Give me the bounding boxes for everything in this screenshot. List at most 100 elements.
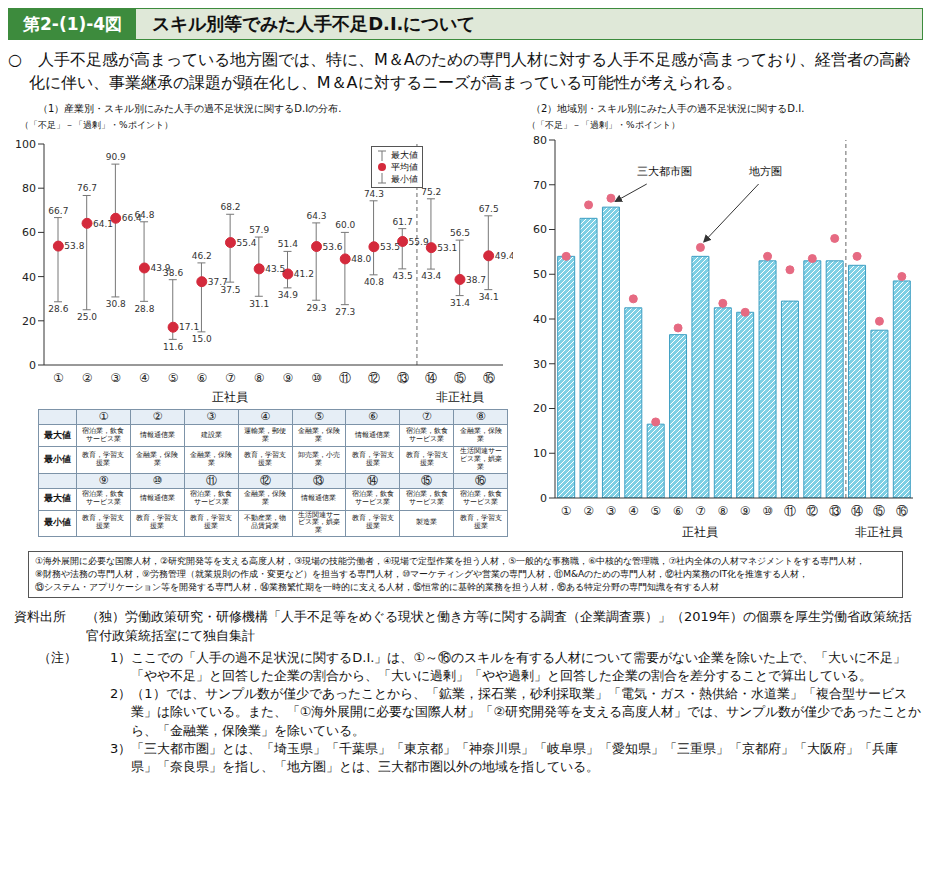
svg-text:⑨: ⑨ (282, 371, 293, 385)
svg-text:53.5: 53.5 (380, 242, 400, 252)
svg-text:⑮: ⑮ (454, 371, 466, 385)
svg-text:⑤: ⑤ (650, 504, 661, 518)
svg-text:41.2: 41.2 (294, 270, 314, 280)
svg-text:①: ① (53, 371, 64, 385)
svg-text:④: ④ (628, 504, 639, 518)
svg-text:43.9: 43.9 (150, 264, 170, 274)
svg-text:28.6: 28.6 (48, 305, 68, 315)
svg-text:⑭: ⑭ (851, 504, 863, 518)
svg-text:⑦: ⑦ (225, 371, 236, 385)
svg-text:64.1: 64.1 (93, 219, 113, 229)
svg-text:48.0: 48.0 (351, 254, 371, 264)
svg-text:40.8: 40.8 (364, 278, 384, 288)
svg-text:⑩: ⑩ (311, 371, 322, 385)
svg-text:①: ① (561, 504, 572, 518)
svg-text:64.3: 64.3 (307, 211, 327, 221)
svg-text:51.4: 51.4 (278, 240, 298, 250)
svg-text:74.3: 74.3 (364, 189, 384, 199)
svg-text:56.5: 56.5 (450, 229, 470, 239)
svg-text:38.7: 38.7 (466, 275, 486, 285)
svg-text:75.2: 75.2 (421, 187, 441, 197)
svg-text:②: ② (82, 371, 93, 385)
svg-text:15.0: 15.0 (192, 335, 212, 345)
svg-text:30.8: 30.8 (106, 300, 126, 310)
svg-text:50: 50 (533, 269, 547, 282)
svg-text:40: 40 (22, 271, 36, 284)
svg-text:⑥: ⑥ (196, 371, 207, 385)
svg-text:53.1: 53.1 (437, 243, 457, 253)
html-text:1）ここでの「人手の過不足状況に関するD.I.」は、①～⑯の: 1）ここでの「人手の過不足状況に関するD.I.」は、①～⑯のスキルを有する人材に… (110, 649, 906, 683)
svg-text:10: 10 (533, 448, 547, 461)
svg-text:66.7: 66.7 (48, 206, 68, 216)
svg-text:⑩: ⑩ (762, 504, 773, 518)
svg-text:53.8: 53.8 (64, 242, 84, 252)
svg-text:46.2: 46.2 (192, 251, 212, 261)
svg-text:11.6: 11.6 (163, 342, 183, 352)
svg-text:27.3: 27.3 (335, 307, 355, 317)
svg-text:60: 60 (533, 224, 547, 237)
svg-text:34.1: 34.1 (479, 292, 499, 302)
svg-text:49.4: 49.4 (495, 251, 513, 261)
svg-text:55.9: 55.9 (409, 237, 429, 247)
svg-text:0: 0 (540, 492, 547, 505)
svg-text:28.8: 28.8 (134, 304, 154, 314)
svg-text:55.4: 55.4 (236, 238, 256, 248)
svg-text:34.9: 34.9 (278, 291, 298, 301)
svg-text:100: 100 (15, 138, 36, 151)
svg-text:⑨: ⑨ (740, 504, 751, 518)
svg-text:④: ④ (139, 371, 150, 385)
svg-text:43.5: 43.5 (393, 272, 413, 282)
svg-text:76.7: 76.7 (77, 184, 97, 194)
svg-text:20: 20 (533, 403, 547, 416)
svg-text:70: 70 (533, 179, 547, 192)
html-text:2）（1）では、サンプル数が僅少であったことから、「鉱業，採: 2）（1）では、サンプル数が僅少であったことから、「鉱業，採石業，砂利採取業」「… (110, 686, 922, 738)
html-text:生活関連サービス業，娯楽業: 生活関連サービス業，娯楽業 (459, 447, 502, 471)
svg-text:⑬: ⑬ (829, 504, 841, 518)
svg-text:90.9: 90.9 (106, 152, 126, 162)
svg-text:⑯: ⑯ (483, 371, 495, 385)
svg-text:⑫: ⑫ (806, 504, 818, 518)
svg-text:25.0: 25.0 (77, 313, 97, 323)
svg-text:60: 60 (22, 227, 36, 240)
svg-text:31.1: 31.1 (249, 299, 269, 309)
svg-text:61.7: 61.7 (393, 217, 413, 227)
html-text:生活関連サービス業，娯楽業: 生活関連サービス業，娯楽業 (297, 510, 340, 534)
svg-text:68.2: 68.2 (220, 203, 240, 213)
svg-text:37.7: 37.7 (208, 277, 228, 287)
svg-text:⑧: ⑧ (717, 504, 728, 518)
svg-text:⑬: ⑬ (397, 371, 409, 385)
html-text:○ 人手不足感が高まっている地方圏では、特に、M＆Aのための: ○ 人手不足感が高まっている地方圏では、特に、M＆Aのための専門人材に対する人手… (8, 50, 911, 93)
svg-text:80: 80 (22, 182, 36, 195)
svg-text:31.4: 31.4 (450, 298, 470, 308)
html-text:（独）労働政策研究・研修機構「人手不足等をめぐる現状と働き方: （独）労働政策研究・研修機構「人手不足等をめぐる現状と働き方等に関する調査（企業… (86, 609, 913, 643)
svg-text:43.5: 43.5 (265, 264, 285, 274)
svg-text:②: ② (583, 504, 594, 518)
svg-text:⑪: ⑪ (784, 504, 796, 518)
html-text:スキル別等でみた人手不足D.I.について: スキル別等でみた人手不足D.I.について (152, 13, 476, 34)
svg-text:⑯: ⑯ (896, 504, 908, 518)
svg-text:29.3: 29.3 (307, 303, 327, 313)
svg-text:⑥: ⑥ (673, 504, 684, 518)
svg-text:⑧: ⑧ (254, 371, 265, 385)
svg-text:66.4: 66.4 (122, 214, 142, 224)
svg-text:20: 20 (22, 315, 36, 328)
svg-text:57.9: 57.9 (249, 225, 269, 235)
html-text:3）「三大都市圏」とは、「埼玉県」「千葉県」「東京都」「神奈: 3）「三大都市圏」とは、「埼玉県」「千葉県」「東京都」「神奈川県」「岐阜県」「愛… (110, 740, 899, 774)
svg-text:⑤: ⑤ (168, 371, 179, 385)
svg-text:⑫: ⑫ (368, 371, 380, 385)
svg-text:43.4: 43.4 (421, 272, 441, 282)
svg-text:⑮: ⑮ (873, 504, 885, 518)
svg-text:③: ③ (110, 371, 121, 385)
svg-text:67.5: 67.5 (479, 204, 499, 214)
svg-text:0: 0 (29, 359, 36, 372)
svg-text:60.0: 60.0 (335, 221, 355, 231)
svg-text:40: 40 (533, 313, 547, 326)
svg-text:③: ③ (606, 504, 617, 518)
svg-text:30: 30 (533, 358, 547, 371)
svg-text:53.6: 53.6 (323, 242, 343, 252)
svg-text:17.1: 17.1 (179, 323, 199, 333)
svg-text:⑪: ⑪ (339, 371, 351, 385)
svg-text:⑦: ⑦ (695, 504, 706, 518)
svg-text:80: 80 (533, 134, 547, 147)
svg-text:⑭: ⑭ (425, 371, 437, 385)
